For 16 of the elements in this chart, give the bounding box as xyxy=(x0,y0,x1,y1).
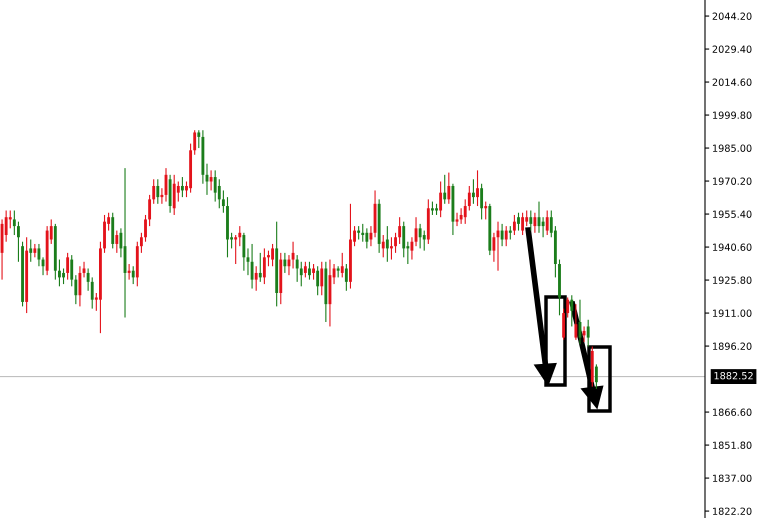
y-tick-label: 1925.80 xyxy=(713,276,752,284)
y-tick-label: 1999.80 xyxy=(713,112,752,119)
y-tick-label: 1970.20 xyxy=(713,178,752,185)
y-tick-label: 1896.20 xyxy=(713,342,752,350)
y-tick-label: 2044.20 xyxy=(712,12,752,20)
y-tick-label: 1866.60 xyxy=(713,408,752,416)
y-tick-label: 1911.00 xyxy=(713,310,752,317)
y-tick-label: 1822.20 xyxy=(713,508,752,515)
y-tick-label: 1955.40 xyxy=(713,210,752,218)
y-tick-label: 2014.60 xyxy=(712,78,752,86)
y-tick-label: 1851.80 xyxy=(713,442,752,449)
y-tick-label: 1985.00 xyxy=(713,144,752,152)
y-tick-label: 2029.40 xyxy=(712,46,752,53)
y-tick-label: 1837.00 xyxy=(713,474,752,482)
y-tick-label: 1940.60 xyxy=(713,244,752,251)
ref-line-label: 1882.52 xyxy=(714,372,753,380)
